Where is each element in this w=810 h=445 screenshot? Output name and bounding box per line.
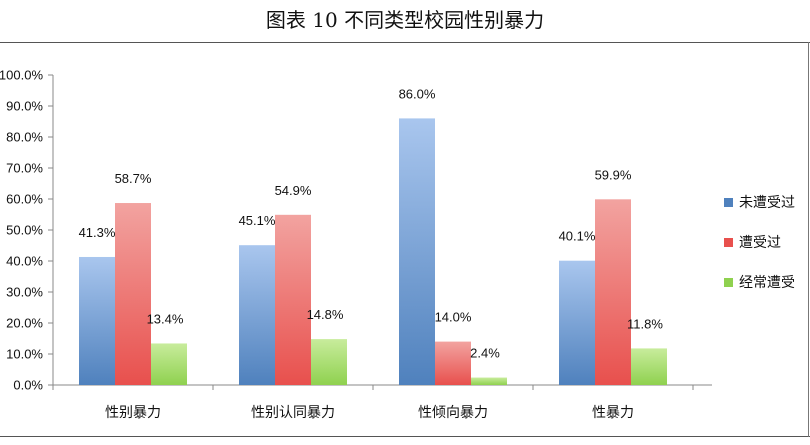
data-label: 41.3% <box>79 225 116 240</box>
bar-series1-cat2 <box>435 341 471 385</box>
legend-label-not-experienced: 未遭受过 <box>739 195 795 211</box>
bar-series1-cat0 <box>115 203 151 385</box>
y-tick-label: 20.0% <box>6 316 43 331</box>
y-tick-label: 60.0% <box>6 192 43 207</box>
bar-series2-cat0 <box>151 343 187 385</box>
y-tick-label: 90.0% <box>6 99 43 114</box>
legend-item-frequently: 经常遭受 <box>724 272 795 292</box>
bar-series2-cat3 <box>631 348 667 385</box>
x-category-label: 性别暴力 <box>105 405 161 421</box>
chart-title: 图表 10 不同类型校园性别暴力 <box>265 8 545 32</box>
data-label: 86.0% <box>399 86 436 101</box>
right-border <box>808 42 809 437</box>
data-label: 14.0% <box>435 310 472 325</box>
legend-item-experienced: 遭受过 <box>724 232 781 252</box>
data-label: 59.9% <box>595 167 632 182</box>
y-tick-label: 40.0% <box>6 254 43 269</box>
y-tick-label: 30.0% <box>6 285 43 300</box>
y-tick-label: 50.0% <box>6 223 43 238</box>
data-label: 13.4% <box>147 311 184 326</box>
y-tick-label: 0.0% <box>13 378 43 393</box>
bar-series1-cat1 <box>275 214 311 385</box>
bar-series1-cat3 <box>595 199 631 385</box>
data-label: 40.1% <box>559 229 596 244</box>
y-tick-label: 10.0% <box>6 347 43 362</box>
data-label: 45.1% <box>239 213 276 228</box>
data-label: 11.8% <box>627 316 663 331</box>
bar-series2-cat1 <box>311 339 347 385</box>
legend-item-not-experienced: 未遭受过 <box>724 192 795 212</box>
title-divider <box>0 42 810 43</box>
data-label: 58.7% <box>115 171 152 186</box>
bar-series0-cat2 <box>399 118 435 386</box>
bottom-divider <box>0 436 810 437</box>
bar-series0-cat1 <box>239 245 275 385</box>
legend-label-frequently: 经常遭受 <box>739 275 795 291</box>
legend-swatch-experienced <box>724 237 733 247</box>
legend-label-experienced: 遭受过 <box>739 235 781 251</box>
x-category-label: 性暴力 <box>592 405 634 421</box>
bar-series2-cat2 <box>471 377 507 385</box>
y-tick-label: 70.0% <box>6 161 43 176</box>
data-label: 14.8% <box>307 307 344 322</box>
legend-swatch-frequently <box>724 277 733 287</box>
bar-series0-cat0 <box>79 256 115 385</box>
x-category-label: 性别认同暴力 <box>251 405 335 421</box>
legend-swatch-not-experienced <box>724 197 733 207</box>
y-tick-label: 80.0% <box>6 130 43 145</box>
y-tick-label: 100.0% <box>0 68 43 83</box>
data-label: 54.9% <box>275 183 312 198</box>
data-label: 2.4% <box>470 346 500 361</box>
x-category-label: 性倾向暴力 <box>418 405 488 421</box>
bar-series0-cat3 <box>559 260 595 385</box>
